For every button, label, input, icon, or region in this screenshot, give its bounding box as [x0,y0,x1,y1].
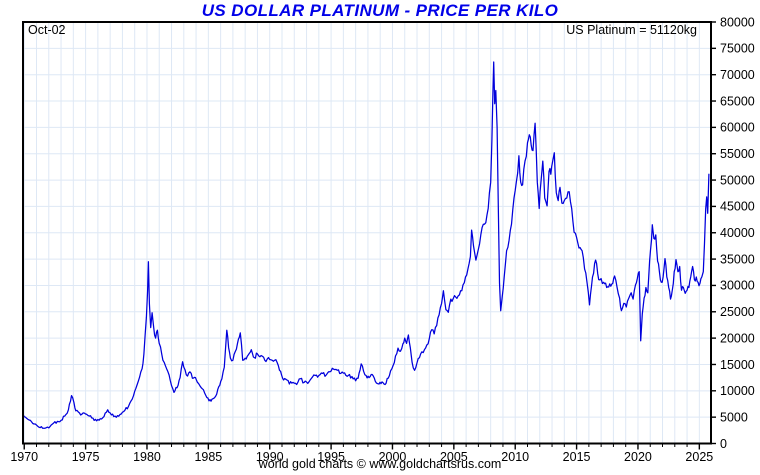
last-date-label: Oct-02 [28,23,66,37]
y-tick-label: 40000 [720,226,755,240]
y-tick-label: 10000 [720,384,755,398]
plot-border [22,21,712,445]
x-tick-label: 1995 [317,450,345,464]
x-tick-label: 2020 [624,450,652,464]
x-tick-label: 2000 [379,450,407,464]
chart-title: US DOLLAR PLATINUM - PRICE PER KILO [201,1,559,20]
y-tick-label: 60000 [720,121,755,135]
y-tick-label: 55000 [720,147,755,161]
y-tick-label: 35000 [720,252,755,266]
y-tick-label: 5000 [720,410,748,424]
y-tick-label: 65000 [720,94,755,108]
y-tick-label: 15000 [720,358,755,372]
last-price-label: US Platinum = 51120kg [566,23,697,37]
y-tick-label: 50000 [720,173,755,187]
y-tick-label: 30000 [720,279,755,293]
x-tick-label: 2015 [563,450,591,464]
x-tick-label: 2025 [685,450,713,464]
footer-credit: world gold charts © www.goldchartsrus.co… [258,457,502,471]
x-tick-label: 1985 [194,450,222,464]
x-tick-label: 2010 [501,450,529,464]
x-tick-label: 1975 [72,450,100,464]
y-tick-label: 25000 [720,305,755,319]
x-tick-label: 1980 [133,450,161,464]
price-line [22,61,710,429]
y-tick-label: 70000 [720,68,755,82]
y-tick-label: 45000 [720,200,755,214]
x-tick-label: 1970 [10,450,38,464]
y-tick-label: 20000 [720,331,755,345]
y-tick-label: 0 [720,437,727,451]
y-tick-label: 75000 [720,42,755,56]
x-tick-label: 2005 [440,450,468,464]
y-tick-label: 80000 [720,15,755,29]
x-tick-label: 1990 [256,450,284,464]
